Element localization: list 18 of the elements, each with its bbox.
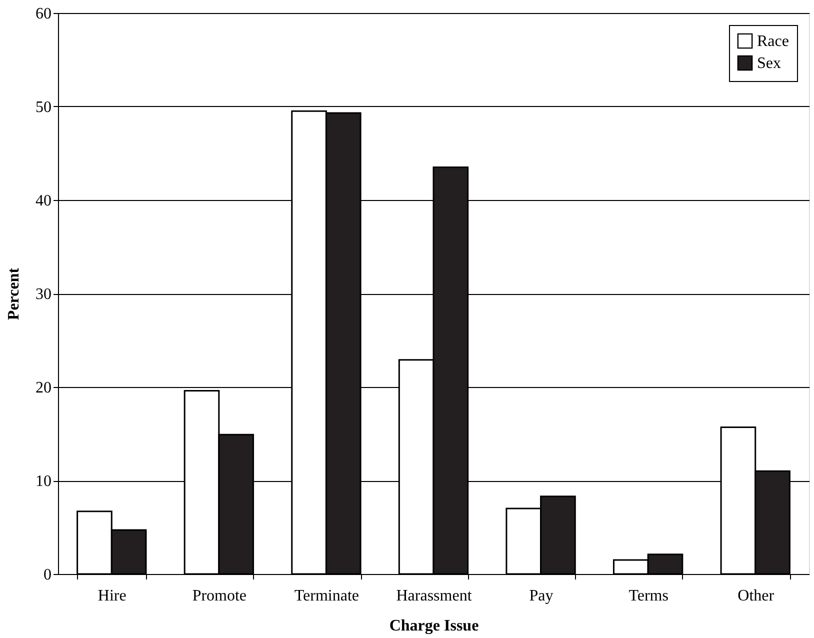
y-tick-label: 60	[36, 6, 52, 22]
x-tick-label: Other	[738, 588, 775, 604]
y-tick-label: 0	[44, 566, 52, 584]
x-tick-label: Promote	[192, 588, 247, 604]
y-axis-title: Percent	[6, 267, 22, 320]
x-tick-label: Pay	[529, 588, 554, 604]
x-tick-label: Harassment	[396, 588, 472, 604]
y-tick-label: 30	[36, 286, 52, 303]
x-axis-title: Charge Issue	[389, 618, 479, 634]
y-tick-label: 10	[36, 473, 52, 490]
y-tick-label: 20	[36, 380, 52, 396]
y-tick-label: 40	[36, 192, 52, 210]
legend-label: Race	[757, 33, 789, 50]
x-tick-label: Hire	[98, 588, 126, 604]
x-tick-label: Terms	[628, 588, 668, 604]
y-tick-label: 50	[36, 99, 52, 116]
x-tick-label: Terminate	[294, 588, 360, 604]
legend-label: Sex	[757, 55, 781, 72]
